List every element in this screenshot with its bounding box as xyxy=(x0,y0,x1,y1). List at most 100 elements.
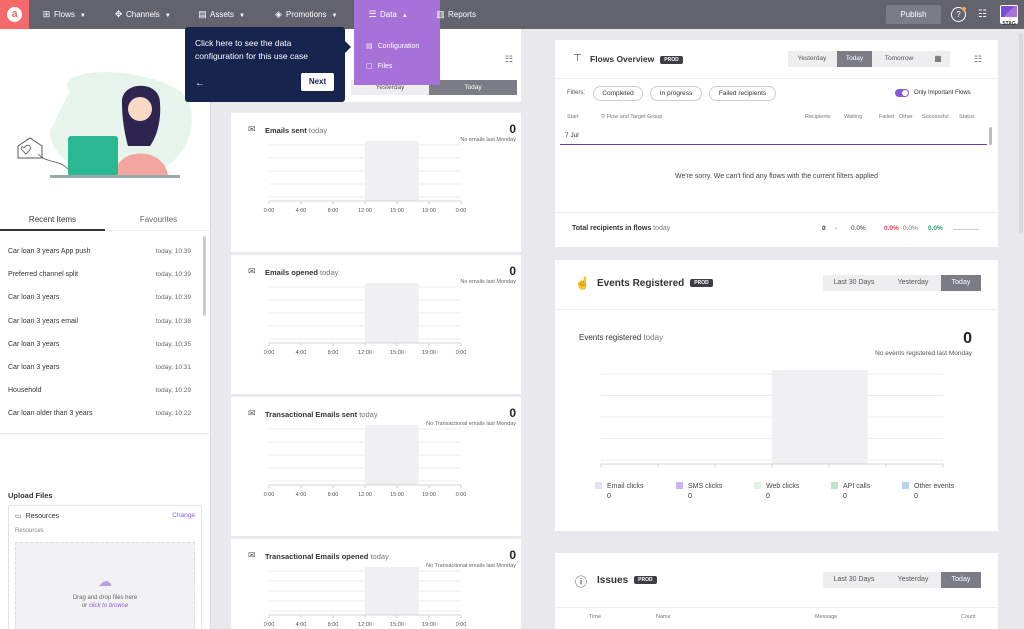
chevron-up-icon: ▲ xyxy=(401,13,408,19)
dropzone-text: Drag and drop files here or click to bro… xyxy=(16,594,194,610)
nav-reports[interactable]: ▥ Reports xyxy=(436,0,476,29)
legend-label: API calls xyxy=(843,483,871,490)
period-last-30-days[interactable]: Last 30 Days xyxy=(833,279,875,286)
tab-recent-items[interactable]: Recent Items xyxy=(0,209,105,231)
period-today[interactable]: Today xyxy=(941,572,981,588)
period-last-30-days[interactable]: Last 30 Days xyxy=(833,576,875,583)
legend-web-clicks[interactable]: Web clicks 0 xyxy=(754,482,799,500)
divider xyxy=(555,607,998,608)
app-logo[interactable]: a xyxy=(0,0,29,29)
menu-item-configuration[interactable]: ▤ Configuration xyxy=(354,37,440,57)
stat-card-transactional-sent: ✉ Transactional Emails sent today 0 No T… xyxy=(231,396,521,536)
card-period: today xyxy=(320,268,339,277)
legend-other-events[interactable]: Other events 0 xyxy=(902,482,955,500)
logo-letter: a xyxy=(7,7,22,22)
flows-scrollbar[interactable] xyxy=(989,127,992,145)
column-header[interactable]: Flow and Target Group xyxy=(606,114,663,120)
period-yesterday[interactable]: Yesterday xyxy=(897,279,929,286)
list-item[interactable]: Car loan 3 years App push today, 10:39 xyxy=(0,240,203,263)
chevron-down-icon: ▼ xyxy=(331,13,338,19)
cloud-upload-icon: ☁ xyxy=(98,573,112,589)
events-value: 0 xyxy=(963,330,972,347)
legend-sms-clicks[interactable]: SMS clicks 0 xyxy=(676,482,722,500)
list-item[interactable]: Car loan older than 3 years today, 10:22 xyxy=(0,402,203,425)
back-arrow-icon[interactable]: ← xyxy=(195,78,205,89)
page-scrollbar[interactable] xyxy=(1019,33,1023,233)
x-tick-label: 19:00 xyxy=(422,350,436,356)
nav-assets[interactable]: ▤ Assets ▼ xyxy=(198,0,245,29)
column-header: Status xyxy=(959,114,975,120)
period-today[interactable]: Today xyxy=(941,275,981,291)
card-value: 0 xyxy=(509,406,516,420)
filter-chip-failed-recipients[interactable]: Failed recipients xyxy=(709,86,776,101)
period-yesterday[interactable]: Yesterday xyxy=(797,55,827,62)
list-item[interactable]: Car loan 3 years today, 10:39 xyxy=(0,286,203,309)
settings-sliders-icon[interactable]: ☷ xyxy=(504,54,513,64)
current-hour-block xyxy=(365,283,419,343)
browse-link[interactable]: click to browse xyxy=(88,603,129,609)
reports-icon: ▥ xyxy=(436,9,445,19)
tooltip-text: Click here to see the data configuration… xyxy=(195,38,308,61)
legend-api-calls[interactable]: API calls 0 xyxy=(831,482,871,500)
x-tick-label: 15:00 xyxy=(390,492,404,498)
column-header: Other xyxy=(899,114,913,120)
total-recipients-label: Total recipients in flows today xyxy=(572,225,670,232)
file-dropzone[interactable]: ☁ Drag and drop files here or click to b… xyxy=(15,542,195,629)
important-flows-toggle[interactable] xyxy=(895,89,909,97)
legend-email-clicks[interactable]: Email clicks 0 xyxy=(595,482,644,500)
item-name: Preferred channel split xyxy=(8,271,79,279)
legend-swatch xyxy=(902,482,909,489)
total-percent-successful: 0.0% xyxy=(928,225,943,232)
nav-channels[interactable]: ✥ Channels ▼ xyxy=(114,0,171,29)
period-today[interactable]: Today xyxy=(429,80,517,95)
help-icon[interactable]: ? xyxy=(951,7,966,22)
menu-item-files[interactable]: ▢ Files xyxy=(354,57,440,77)
current-hour-block xyxy=(365,141,419,201)
column-header: Successful xyxy=(922,114,949,120)
card-period: today xyxy=(308,126,328,135)
divider xyxy=(555,78,998,79)
environment-label: STAG xyxy=(1002,21,1016,27)
list-item[interactable]: Car loan 3 years today, 10:35 xyxy=(0,333,203,356)
recent-list-scrollbar[interactable] xyxy=(203,236,206,316)
environment-badge[interactable]: STAG xyxy=(1000,5,1018,27)
period-yesterday[interactable]: Yesterday xyxy=(897,576,929,583)
filter-chip-completed[interactable]: Completed xyxy=(593,86,643,101)
settings-sliders-icon[interactable]: ☷ xyxy=(978,9,987,20)
tab-favourites[interactable]: Favourites xyxy=(139,215,178,224)
period-yesterday[interactable]: Yesterday xyxy=(375,84,405,91)
next-button[interactable]: Next xyxy=(301,73,334,91)
prod-badge: PROD xyxy=(634,576,657,585)
nav-promotions[interactable]: ◈ Promotions ▼ xyxy=(274,0,337,29)
list-item[interactable]: Household today, 10:29 xyxy=(0,379,203,402)
column-header: Message xyxy=(815,614,838,620)
data-dropdown-menu: ▤ Configuration ▢ Files xyxy=(354,29,440,85)
list-item[interactable]: Car loan 3 years today, 10:31 xyxy=(0,356,203,379)
item-name: Car loan 3 years xyxy=(8,363,60,371)
item-time: today, 10:38 xyxy=(155,317,191,325)
period-tomorrow[interactable]: Tomorrow xyxy=(884,55,914,62)
item-time: today, 10:39 xyxy=(155,271,191,279)
total-percent-waiting: 0.0% xyxy=(851,225,866,232)
events-label: Events registered today xyxy=(579,333,663,342)
events-registered-panel: ☝ Events Registered PROD Last 30 Days Yes… xyxy=(555,260,998,531)
list-item[interactable]: Preferred channel split today, 10:39 xyxy=(0,263,203,286)
change-folder-link[interactable]: Change xyxy=(172,512,195,519)
notification-dot xyxy=(962,7,966,11)
filter-chip-in-progress[interactable]: In progress xyxy=(650,86,702,101)
list-item[interactable]: Car loan 3 years email today, 10:38 xyxy=(0,310,203,333)
chevron-down-icon: ▼ xyxy=(79,13,86,19)
nav-flows[interactable]: ⊞ Flows ▼ xyxy=(42,0,86,29)
nav-flows-label: Flows xyxy=(54,10,75,19)
period-today[interactable]: Today xyxy=(837,51,872,67)
x-tick-label: 15:00 xyxy=(390,622,404,628)
item-time: today, 10:29 xyxy=(155,387,191,395)
legend-label: Other events xyxy=(914,483,955,490)
nav-data[interactable]: ☰ Data ▲ xyxy=(354,0,440,29)
calendar-icon[interactable]: ▦ xyxy=(934,54,942,63)
settings-sliders-icon[interactable]: ☷ xyxy=(973,54,982,64)
nav-promotions-label: Promotions xyxy=(286,10,327,19)
card-title-text: Emails opened xyxy=(265,268,318,277)
publish-button[interactable]: Publish xyxy=(886,5,941,24)
